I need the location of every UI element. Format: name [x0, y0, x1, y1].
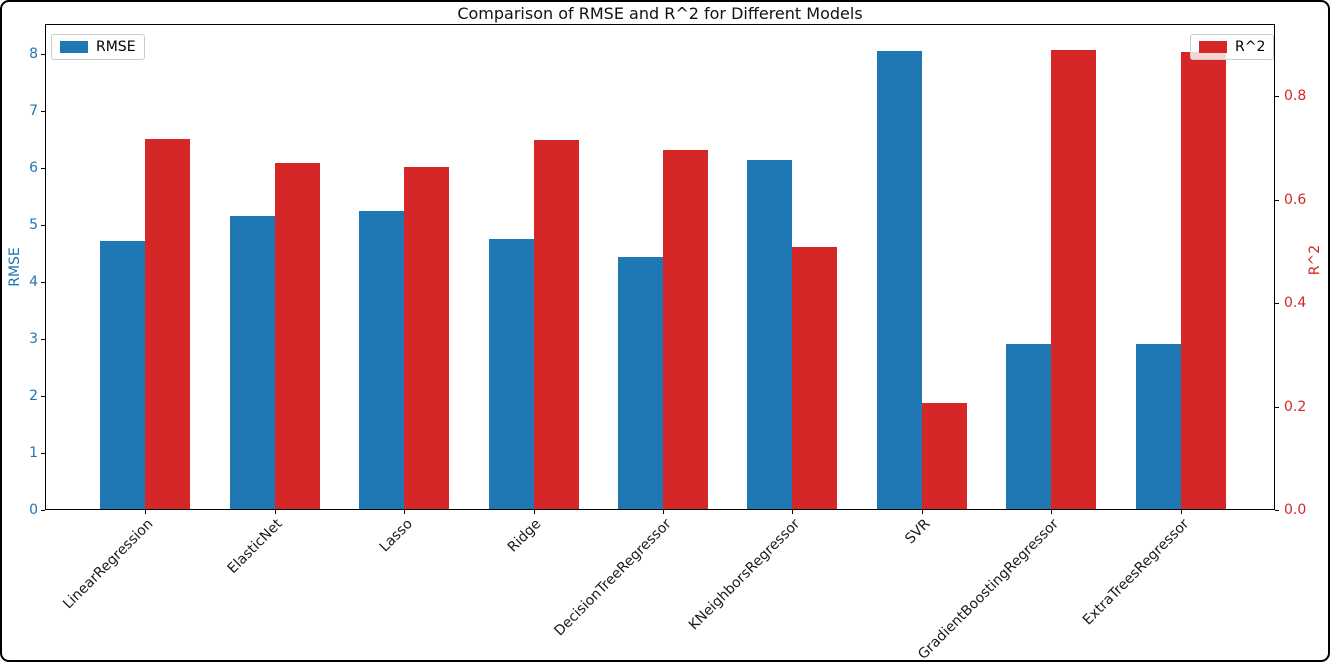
bar-rmse-svr — [876, 50, 922, 510]
legend-r2: R^2 — [1190, 34, 1275, 60]
right-y-tickmark — [1275, 96, 1279, 98]
bar-r2-ridge — [533, 140, 579, 510]
left-y-tickmark — [41, 338, 45, 340]
left-y-tickmark — [41, 110, 45, 112]
left-y-tick-label: 2 — [29, 387, 38, 404]
x-tickmark — [533, 510, 535, 514]
bar-rmse-decisiontreeregressor — [617, 257, 663, 510]
legend-label-rmse: RMSE — [96, 39, 136, 55]
x-tickmark — [274, 510, 276, 514]
left-y-tick-label: 6 — [29, 159, 38, 176]
x-tick-label-linearregression: LinearRegression — [60, 516, 157, 613]
left-y-tick-label: 3 — [29, 330, 38, 347]
bar-r2-elasticnet — [274, 162, 320, 510]
bar-r2-linearregression — [145, 138, 191, 510]
x-tickmark — [792, 510, 794, 514]
legend-swatch-rmse-icon — [60, 41, 88, 53]
bar-r2-svr — [921, 402, 967, 510]
bar-rmse-kneighborsregressor — [747, 160, 793, 510]
right-y-tickmark — [1275, 199, 1279, 201]
right-y-tickmark — [1275, 303, 1279, 305]
left-y-tickmark — [41, 53, 45, 55]
x-tick-label-elasticnet: ElasticNet — [225, 516, 287, 577]
left-axis-label: RMSE — [7, 247, 23, 287]
bar-r2-kneighborsregressor — [792, 246, 838, 510]
bar-r2-decisiontreeregressor — [662, 149, 708, 510]
left-y-tick-label: 0 — [29, 502, 38, 518]
x-tick-label-lasso: Lasso — [376, 516, 416, 556]
left-y-tickmark — [41, 452, 45, 454]
bar-rmse-elasticnet — [229, 216, 275, 510]
bar-r2-lasso — [404, 167, 450, 510]
bar-rmse-linearregression — [100, 240, 146, 510]
bar-r2-extratreesregressor — [1180, 51, 1226, 510]
left-y-tick-label: 5 — [29, 216, 38, 233]
x-tick-label-extratreesregressor: ExtraTreesRegressor — [1079, 516, 1192, 629]
bar-r2-gradientboostingregressor — [1051, 50, 1097, 510]
legend-rmse: RMSE — [51, 34, 145, 60]
left-y-tick-label: 4 — [29, 273, 38, 290]
x-tick-label-kneighborsregressor: KNeighborsRegressor — [686, 516, 804, 634]
legend-label-r2: R^2 — [1235, 39, 1266, 55]
bar-rmse-gradientboostingregressor — [1006, 344, 1052, 510]
x-tick-label-svr: SVR — [901, 516, 934, 548]
bar-rmse-lasso — [359, 211, 405, 510]
chart-title: Comparison of RMSE and R^2 for Different… — [457, 4, 863, 23]
x-tickmark — [1180, 510, 1182, 514]
x-tick-label-ridge: Ridge — [505, 516, 545, 556]
left-y-tick-label: 8 — [29, 45, 38, 62]
right-y-tick-label: 0.6 — [1284, 191, 1307, 208]
left-y-tick-label: 1 — [29, 444, 38, 461]
right-axis-label: R^2 — [1307, 244, 1323, 276]
legend-swatch-r2-icon — [1199, 41, 1227, 53]
left-y-tickmark — [41, 510, 45, 511]
x-tickmark — [662, 510, 664, 514]
left-y-tickmark — [41, 395, 45, 397]
right-y-tickmark — [1275, 406, 1279, 408]
right-y-tick-label: 0.4 — [1284, 295, 1307, 312]
x-tickmark — [145, 510, 147, 514]
left-y-tickmark — [41, 167, 45, 169]
left-y-tick-label: 7 — [29, 102, 38, 119]
right-y-tick-label: 0.0 — [1284, 502, 1307, 518]
right-y-tick-label: 0.2 — [1284, 398, 1307, 415]
x-tickmark — [404, 510, 406, 514]
x-tick-label-decisiontreeregressor: DecisionTreeRegressor — [550, 516, 675, 640]
x-tickmark — [1051, 510, 1053, 514]
left-y-tickmark — [41, 281, 45, 283]
bar-rmse-extratreesregressor — [1135, 344, 1181, 510]
right-y-tickmark — [1275, 510, 1279, 511]
left-y-tickmark — [41, 224, 45, 226]
x-tick-label-gradientboostingregressor: GradientBoostingRegressor — [915, 516, 1063, 662]
bar-rmse-ridge — [488, 239, 534, 510]
x-tickmark — [921, 510, 923, 514]
right-y-tick-label: 0.8 — [1284, 88, 1307, 105]
